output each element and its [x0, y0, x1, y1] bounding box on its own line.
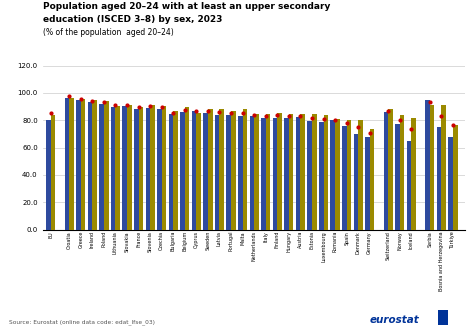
Text: education (ISCED 3–8) by sex, 2023: education (ISCED 3–8) by sex, 2023 — [43, 15, 222, 24]
Bar — [335, 119, 340, 230]
Bar — [453, 125, 457, 230]
Bar — [346, 120, 351, 230]
Bar — [301, 114, 305, 230]
Bar — [104, 101, 109, 230]
Bar — [46, 120, 51, 230]
Bar — [116, 106, 120, 230]
Bar — [81, 99, 85, 230]
Text: Source: Eurostat (online data code: edat_lfse_03): Source: Eurostat (online data code: edat… — [9, 319, 155, 325]
Bar — [254, 114, 259, 230]
Bar — [196, 113, 201, 230]
Bar — [365, 137, 370, 230]
Bar — [185, 107, 190, 230]
Bar — [157, 109, 162, 230]
Bar — [127, 105, 132, 230]
Bar — [249, 116, 254, 230]
Bar — [277, 113, 282, 230]
Bar — [215, 115, 219, 230]
Bar — [330, 120, 335, 230]
Bar — [312, 114, 317, 230]
Bar — [441, 105, 446, 230]
Bar — [266, 114, 270, 230]
Bar — [134, 109, 138, 230]
Bar — [407, 141, 411, 230]
Bar — [227, 115, 231, 230]
Bar — [138, 107, 143, 230]
Bar — [383, 112, 388, 230]
Bar — [203, 113, 208, 230]
Bar — [76, 100, 81, 230]
Bar — [296, 117, 301, 230]
Bar — [180, 112, 185, 230]
Bar — [238, 116, 243, 230]
Bar — [411, 118, 416, 230]
Bar — [358, 120, 363, 230]
Bar — [388, 109, 393, 230]
Bar — [354, 134, 358, 230]
Bar — [400, 115, 404, 230]
Bar — [173, 111, 178, 230]
Bar — [342, 126, 346, 230]
Text: Population aged 20–24 with at least an upper secondary: Population aged 20–24 with at least an u… — [43, 2, 330, 10]
Bar — [146, 108, 150, 230]
Bar — [192, 112, 196, 230]
Bar — [231, 111, 236, 230]
Bar — [219, 109, 224, 230]
Bar — [122, 106, 127, 230]
Text: (% of the population  aged 20–24): (% of the population aged 20–24) — [43, 28, 173, 37]
Bar — [208, 109, 212, 230]
Bar — [92, 100, 97, 230]
Bar — [284, 117, 289, 230]
Bar — [111, 107, 116, 230]
Bar — [69, 98, 74, 230]
Bar — [395, 124, 400, 230]
Bar — [437, 127, 441, 230]
Bar — [307, 121, 312, 230]
Bar — [448, 137, 453, 230]
Bar — [319, 122, 324, 230]
Bar — [273, 117, 277, 230]
Bar — [162, 106, 166, 230]
Bar — [425, 100, 430, 230]
Bar — [88, 102, 92, 230]
Bar — [51, 115, 55, 230]
Bar — [261, 117, 266, 230]
Bar — [370, 129, 374, 230]
Bar — [289, 114, 293, 230]
Bar — [324, 115, 328, 230]
Bar — [430, 105, 435, 230]
Bar — [150, 105, 155, 230]
Text: eurostat: eurostat — [370, 315, 419, 325]
Bar — [99, 104, 104, 230]
Bar — [64, 98, 69, 230]
Bar — [169, 114, 173, 230]
Bar — [243, 109, 247, 230]
